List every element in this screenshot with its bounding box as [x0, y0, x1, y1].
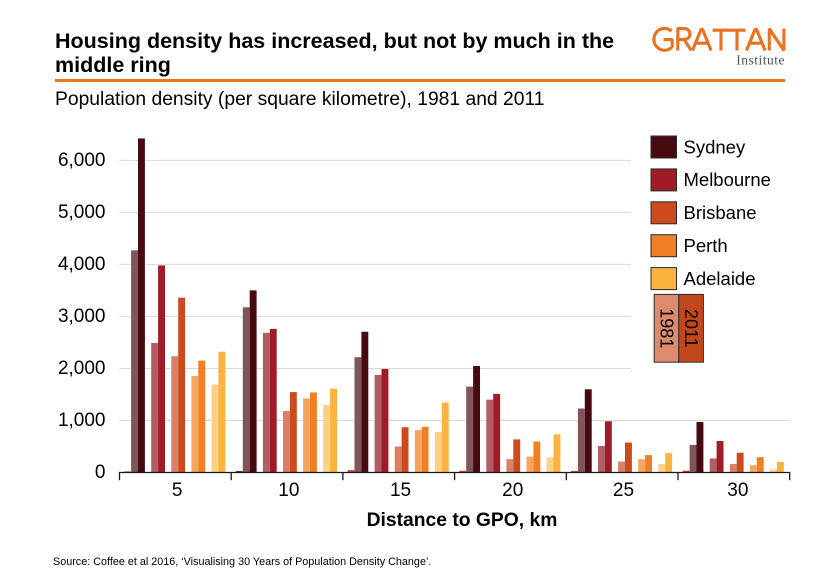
svg-text:1981: 1981 [657, 308, 677, 348]
svg-text:1,000: 1,000 [58, 410, 106, 431]
svg-text:Perth: Perth [684, 235, 728, 256]
svg-text:3,000: 3,000 [58, 306, 106, 327]
svg-text:2011: 2011 [681, 309, 701, 348]
svg-text:2,000: 2,000 [58, 358, 106, 379]
svg-text:6,000: 6,000 [58, 150, 106, 171]
svg-text:Adelaide: Adelaide [684, 268, 756, 289]
svg-text:20: 20 [502, 480, 523, 501]
svg-text:Melbourne: Melbourne [684, 169, 771, 190]
svg-text:10: 10 [278, 480, 299, 501]
svg-text:Distance to GPO, km: Distance to GPO, km [367, 510, 558, 531]
svg-text:15: 15 [390, 480, 411, 501]
svg-text:Institute: Institute [736, 53, 785, 68]
svg-text:30: 30 [727, 480, 748, 501]
svg-text:Brisbane: Brisbane [684, 202, 757, 223]
svg-text:25: 25 [613, 480, 634, 501]
svg-text:Sydney: Sydney [684, 136, 746, 157]
svg-text:5,000: 5,000 [58, 202, 106, 223]
svg-text:4,000: 4,000 [58, 254, 106, 275]
svg-text:0: 0 [95, 462, 106, 483]
svg-text:5: 5 [172, 480, 183, 501]
